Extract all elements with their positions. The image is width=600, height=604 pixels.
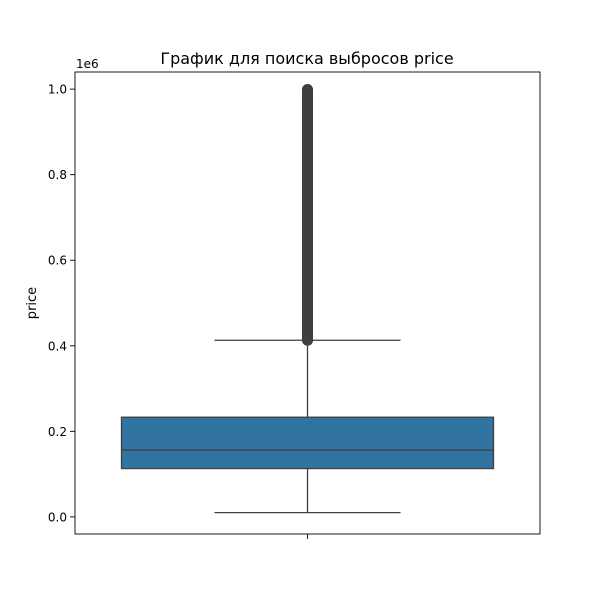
y-axis-ticks: 0.0 0.2 0.4 0.6 0.8 1.0 [48,83,75,524]
y-tick-label: 0.6 [48,254,67,268]
outlier-points [302,84,313,346]
y-tick-label: 0.2 [48,425,67,439]
box-iqr [120,416,495,470]
y-tick-label: 1.0 [48,83,67,97]
y-tick-label: 0.8 [48,168,67,182]
y-axis-offset-label: 1e6 [76,57,99,71]
outlier-point [302,84,313,95]
outlier-point [302,334,313,346]
y-tick-label: 0.4 [48,339,67,353]
y-tick-label: 0.0 [48,510,67,524]
chart-title: График для поиска выбросов price [160,49,453,68]
box-group [120,416,495,470]
y-axis-label: price [25,287,40,319]
